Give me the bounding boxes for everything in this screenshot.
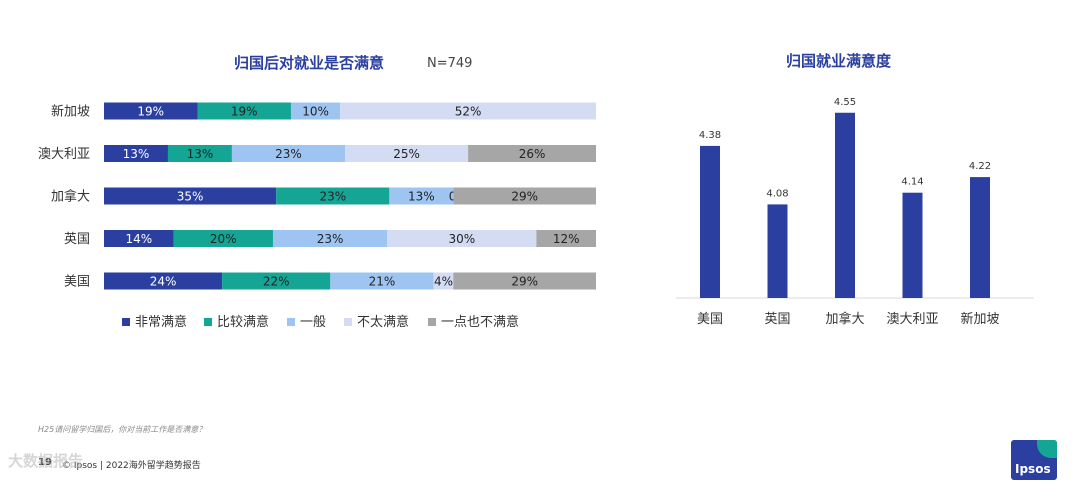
data-label: 20% [210, 232, 237, 246]
watermark: 大数据报告 [8, 452, 84, 470]
bar-segment [104, 272, 223, 290]
bar-segment [345, 145, 469, 162]
bar-segment [453, 272, 596, 290]
sample-size-label: N=749 [427, 56, 473, 71]
data-label: 14% [125, 232, 152, 246]
stacked-bar-chart: 新加坡 19% 19% 10% 52% 澳大利亚 13% 13% 23% 25% 26% 加拿大 35%… [38, 102, 596, 330]
data-label: 23% [319, 190, 346, 204]
data-label: 35% [177, 190, 204, 204]
bar-segment [276, 187, 390, 205]
legend-label: 比较满意 [217, 314, 269, 330]
bar-segment [231, 145, 346, 162]
bar-segment [536, 230, 596, 247]
bar-segment [330, 272, 434, 290]
category-label: 澳大利亚 [38, 146, 90, 162]
column-bar [700, 145, 720, 298]
legend-label: 一点也不满意 [441, 314, 519, 330]
legend-swatch [428, 318, 436, 326]
data-label: 52% [455, 105, 482, 119]
data-label: 13% [408, 190, 435, 204]
data-label: 29% [511, 190, 538, 204]
data-label: 19% [231, 105, 258, 119]
category-label: 加拿大 [51, 189, 90, 205]
legend-label: 一般 [300, 314, 326, 330]
value-label: 4.55 [834, 97, 856, 108]
legend-swatch [287, 318, 295, 326]
page-number: 19 [38, 457, 52, 468]
bar-segment [104, 230, 174, 247]
category-label: 新加坡 [51, 104, 90, 120]
data-label: 4% [434, 275, 453, 289]
logo-leaf-shape [1037, 440, 1057, 458]
data-label: 21% [369, 275, 396, 289]
category-label: 美国 [697, 312, 723, 327]
bar-segment [272, 230, 388, 247]
bar-segment [453, 187, 596, 205]
bar-segment [104, 145, 168, 162]
data-label: 22% [263, 275, 290, 289]
column-bar [835, 112, 855, 298]
value-label: 4.22 [969, 161, 991, 172]
bar-segment [433, 272, 454, 290]
ipsos-logo: Ipsos [1011, 440, 1057, 480]
data-label: 23% [275, 147, 302, 161]
right-chart-title: 归国就业满意度 [786, 52, 892, 70]
data-label: 13% [187, 147, 214, 161]
legend-swatch [122, 318, 130, 326]
legend-swatch [204, 318, 212, 326]
category-label: 澳大利亚 [886, 311, 938, 327]
data-label: 12% [553, 232, 580, 246]
bar-segment [197, 102, 291, 120]
column-bar [970, 177, 990, 298]
bar-segment [173, 230, 273, 247]
category-label: 英国 [64, 232, 90, 247]
bar-segment [340, 102, 596, 120]
data-label: 30% [448, 232, 475, 246]
data-label: 23% [317, 232, 344, 246]
value-label: 4.14 [901, 177, 923, 188]
category-label: 英国 [764, 312, 790, 327]
data-label: 24% [150, 275, 177, 289]
value-label: 4.38 [699, 130, 721, 141]
left-chart-title: 归国后对就业是否满意 [234, 54, 385, 72]
legend-label: 非常满意 [135, 314, 187, 330]
bar-segment [389, 187, 454, 205]
legend-label: 不太满意 [357, 314, 409, 330]
bar-segment [222, 272, 331, 290]
logo-text: Ipsos [1015, 462, 1051, 476]
column-bar [767, 204, 788, 298]
column-bar [902, 192, 923, 298]
data-label: 26% [519, 147, 546, 161]
data-label: 29% [511, 275, 538, 289]
category-label: 美国 [64, 275, 90, 290]
bar-segment [290, 102, 341, 120]
bar-segment [104, 187, 277, 205]
bar-segment [468, 145, 596, 162]
category-label: 加拿大 [825, 311, 864, 327]
footnote: H25请问留学归国后，你对当前工作是否满意？ [38, 425, 207, 434]
bar-segment [167, 145, 232, 162]
data-label: 10% [302, 105, 329, 119]
data-label: 13% [123, 147, 150, 161]
bar-segment [104, 102, 198, 120]
bar-segment [387, 230, 537, 247]
legend-swatch [344, 318, 352, 326]
satisfaction-score-chart: 4.38 美国 4.08 英国 4.55 加拿大 4.14 澳大利亚 4.22 新加坡 [676, 97, 1034, 327]
value-label: 4.08 [766, 188, 788, 199]
data-label: 25% [393, 147, 420, 161]
data-label: 19% [137, 105, 164, 119]
category-label: 新加坡 [960, 311, 999, 327]
footer-source: © Ipsos | 2022海外留学趋势报告 [62, 461, 201, 471]
